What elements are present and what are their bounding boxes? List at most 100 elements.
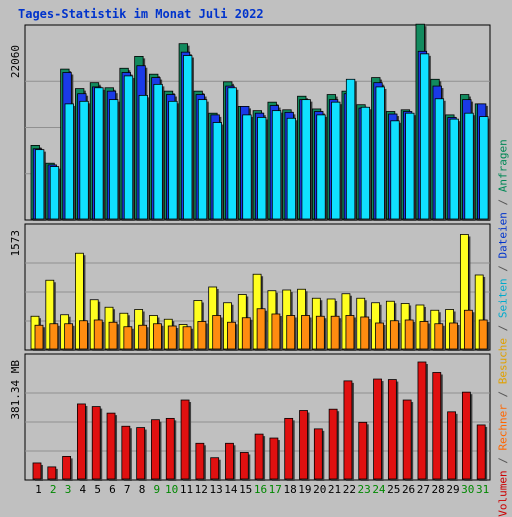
chart-title: Tages-Statistik im Monat Juli 2022	[18, 7, 264, 21]
bar-seiten	[316, 114, 326, 220]
bar-rechner	[241, 317, 251, 350]
bar-seiten	[123, 75, 134, 220]
bar-rechner	[108, 321, 118, 350]
bar-rechner	[389, 320, 399, 350]
bar-seiten	[390, 120, 400, 220]
bar-rechner	[93, 319, 103, 350]
x-tick-label: 16	[254, 483, 267, 496]
bar-volumen	[402, 399, 412, 480]
bar-rechner	[330, 315, 340, 350]
bar-seiten	[153, 83, 163, 220]
bar-volumen	[77, 403, 86, 480]
bar-seiten	[227, 87, 237, 220]
x-tick-label: 9	[154, 483, 161, 496]
bar-rechner	[212, 315, 222, 350]
bar-seiten	[449, 118, 459, 220]
legend-item: Anfragen	[496, 139, 510, 193]
bar-rechner	[167, 325, 177, 350]
bar-rechner	[227, 321, 236, 350]
stats-panel: Tages-Statistik im Monat Juli 2022 22060…	[9, 7, 510, 517]
x-tick-label: 5	[94, 483, 101, 496]
x-tick-label: 10	[165, 483, 178, 496]
bar-seiten	[464, 112, 474, 220]
legend-item: Volumen	[496, 470, 510, 517]
bar-volumen	[343, 380, 353, 480]
x-tick-label: 29	[446, 483, 459, 496]
bar-rechner	[79, 320, 88, 350]
bar-seiten	[64, 103, 74, 220]
bar-rechner	[123, 326, 133, 350]
bar-volumen	[476, 424, 486, 480]
x-tick-label: 12	[195, 483, 208, 496]
x-tick-label: 23	[358, 483, 371, 496]
bar-seiten	[301, 99, 311, 220]
x-tick-label: 15	[239, 483, 252, 496]
bar-seiten	[331, 101, 341, 220]
x-tick-label: 14	[224, 483, 238, 496]
x-tick-label: 7	[124, 483, 131, 496]
bar-rechner	[64, 323, 74, 350]
x-tick-label: 17	[269, 483, 282, 496]
bar-volumen	[239, 452, 249, 480]
x-tick-label: 11	[180, 483, 193, 496]
bar-volumen	[32, 462, 42, 480]
legend-item: Besuche	[496, 337, 510, 385]
legend-separator: /	[496, 258, 510, 279]
legend-separator: /	[496, 318, 510, 338]
bar-volumen	[373, 378, 382, 480]
bar-volumen	[432, 372, 442, 480]
bar-volumen	[47, 466, 57, 480]
x-tick-label: 25	[387, 483, 400, 496]
bar-seiten	[375, 86, 385, 220]
x-tick-label: 18	[283, 483, 296, 496]
bar-volumen	[121, 425, 131, 480]
bar-seiten	[168, 100, 178, 220]
x-tick-label: 20	[313, 483, 326, 496]
bar-volumen	[136, 427, 146, 480]
bar-volumen	[328, 408, 338, 480]
x-tick-label: 21	[328, 483, 341, 496]
bar-seiten	[286, 117, 297, 220]
bar-rechner	[153, 323, 162, 350]
bar-volumen	[254, 433, 264, 480]
bar-volumen	[62, 455, 72, 480]
bar-volumen	[269, 437, 279, 480]
x-tick-label: 8	[139, 483, 146, 496]
legend-item: Dateien	[496, 212, 510, 259]
bar-seiten	[94, 87, 104, 220]
bar-rechner	[449, 322, 458, 350]
bar-seiten	[345, 78, 356, 220]
legend-separator: /	[496, 450, 510, 471]
bar-rechner	[138, 324, 148, 350]
legend-text: Volumen / Rechner / Besuche / Seiten / D…	[497, 139, 510, 517]
legend: Volumen / Rechner / Besuche / Seiten / D…	[496, 139, 510, 517]
bar-rechner	[49, 323, 59, 350]
bar-seiten	[479, 116, 489, 220]
bar-rechner	[404, 319, 414, 350]
bar-rechner	[197, 321, 207, 350]
bar-rechner	[301, 315, 310, 350]
bar-seiten	[405, 112, 415, 220]
bar-seiten	[197, 99, 208, 220]
legend-item: Seiten	[496, 278, 510, 319]
bar-seiten	[49, 166, 60, 220]
bar-rechner	[375, 322, 384, 350]
bar-rechner	[315, 315, 325, 350]
bar-rechner	[434, 323, 444, 350]
x-tick-label: 24	[372, 483, 386, 496]
bar-seiten	[138, 94, 148, 220]
bar-rechner	[256, 308, 266, 350]
y-axis-label: 1573	[9, 230, 22, 257]
bar-seiten	[109, 99, 119, 220]
bar-rechner	[182, 326, 192, 350]
y-axis-label: 381.34 MB	[9, 360, 22, 420]
bar-seiten	[79, 100, 89, 220]
x-tick-label: 2	[50, 483, 57, 496]
legend-separator: /	[496, 384, 510, 405]
x-tick-label: 19	[298, 483, 311, 496]
bar-seiten	[212, 122, 222, 220]
x-tick-label: 31	[476, 483, 489, 496]
bar-seiten	[183, 55, 193, 220]
x-tick-label: 1	[35, 483, 42, 496]
bar-seiten	[434, 98, 445, 220]
